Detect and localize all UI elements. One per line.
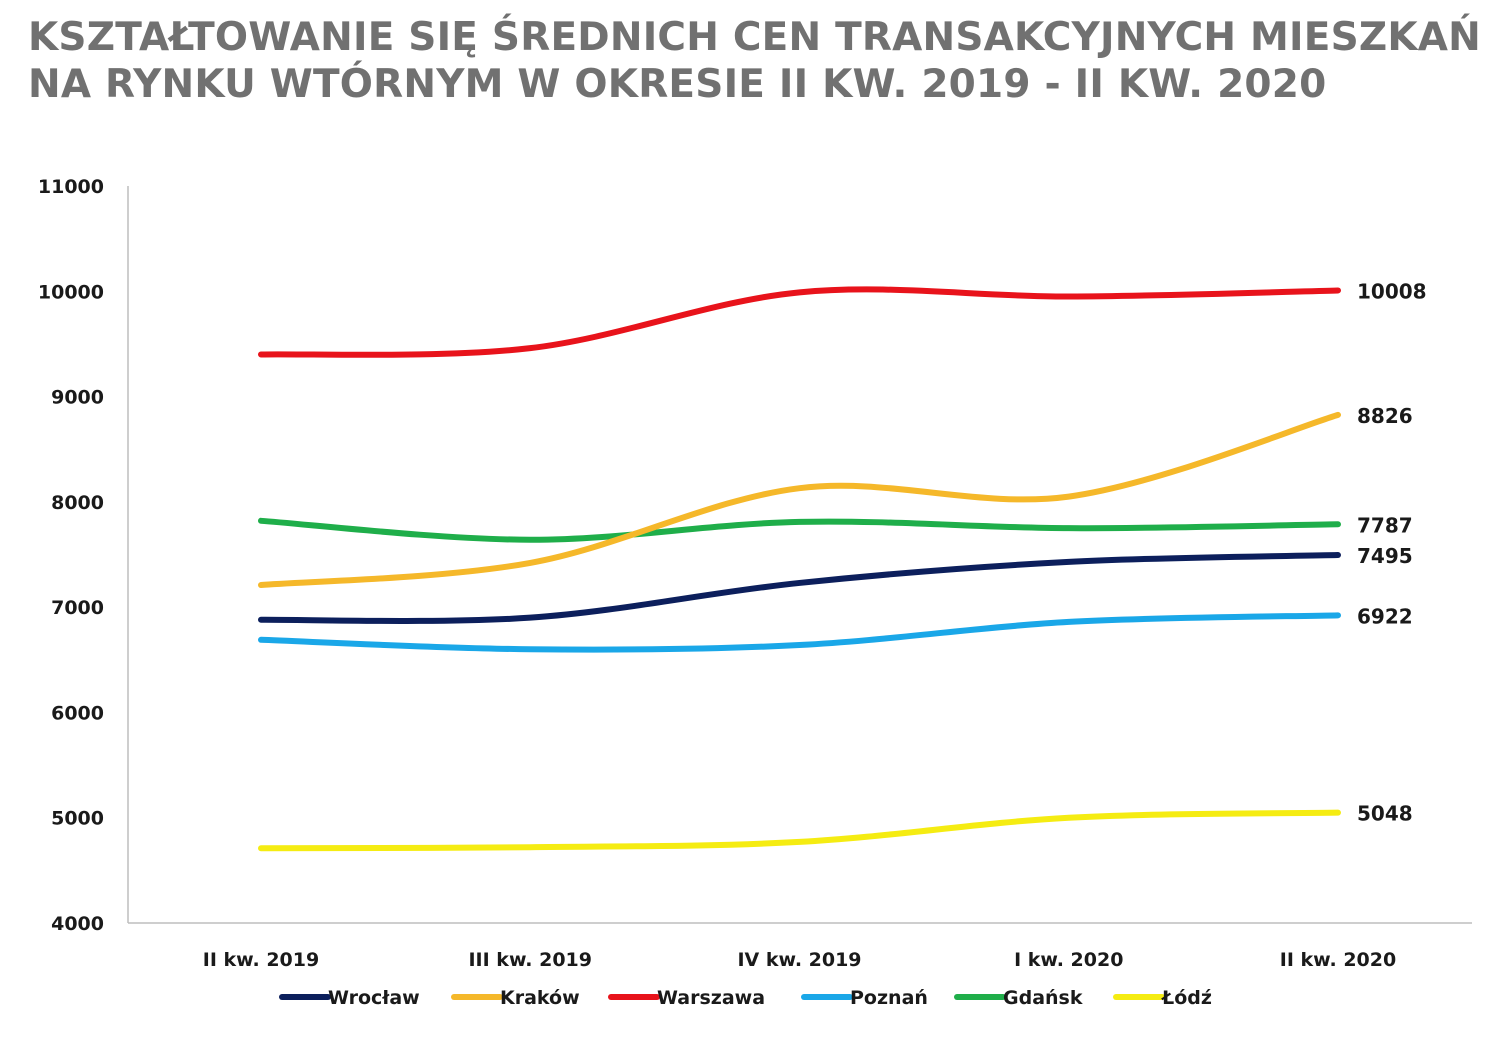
- series-line-4: [258, 612, 1341, 653]
- x-tick-label: I kw. 2020: [1014, 949, 1123, 971]
- chart-axes: [127, 186, 1472, 924]
- chart-title-line-1: KSZTAŁTOWANIE SIĘ ŚREDNICH CEN TRANSAKCY…: [28, 15, 1481, 60]
- end-label-5: 7787: [1357, 513, 1413, 537]
- end-label-2: 8826: [1357, 404, 1413, 428]
- end-value-labels: 7495 8826 10008 6922 7787 5048: [1357, 279, 1427, 825]
- series-line-1: [258, 552, 1341, 624]
- end-label-3: 10008: [1357, 279, 1427, 303]
- y-tick-label: 5000: [51, 808, 104, 830]
- legend-label-3: Warszawa: [657, 987, 765, 1009]
- y-tick-label: 7000: [51, 597, 104, 619]
- series-line-6: [258, 809, 1341, 852]
- y-tick-label: 6000: [51, 702, 104, 724]
- series-lines: [258, 286, 1341, 852]
- series-line-3: [258, 286, 1341, 358]
- x-axis-ticks: II kw. 2019 III kw. 2019 IV kw. 2019 I kw. …: [203, 949, 1396, 971]
- legend-label-5: Gdańsk: [1003, 987, 1083, 1009]
- series-line-2: [258, 411, 1341, 589]
- end-label-6: 5048: [1357, 802, 1413, 826]
- x-tick-label: II kw. 2019: [203, 949, 319, 971]
- chart-title: KSZTAŁTOWANIE SIĘ ŚREDNICH CEN TRANSAKCY…: [28, 14, 1481, 108]
- legend-label-2: Kraków: [500, 987, 580, 1009]
- y-tick-label: 9000: [51, 387, 104, 409]
- end-label-4: 6922: [1357, 604, 1413, 628]
- x-tick-label: II kw. 2020: [1280, 949, 1396, 971]
- y-axis-ticks: 4000 5000 6000 7000 8000 9000 10000 11000: [38, 176, 104, 935]
- legend-label-1: Wrocław: [328, 987, 420, 1009]
- y-tick-label: 4000: [51, 913, 104, 935]
- legend: Wrocław Kraków Warszawa Poznań Gdańsk Łódź: [279, 987, 1212, 1009]
- y-tick-label: 8000: [51, 492, 104, 514]
- chart-title-line-2: NA RYNKU WTÓRNYM W OKRESIE II KW. 2019 -…: [28, 62, 1327, 107]
- y-tick-label: 11000: [38, 176, 104, 198]
- legend-label-4: Poznań: [850, 987, 928, 1009]
- x-tick-label: III kw. 2019: [468, 949, 592, 971]
- end-label-1: 7495: [1357, 544, 1413, 568]
- series-line-5: [258, 517, 1341, 543]
- x-tick-label: IV kw. 2019: [737, 949, 861, 971]
- y-tick-label: 10000: [38, 281, 104, 303]
- legend-label-6: Łódź: [1161, 987, 1212, 1009]
